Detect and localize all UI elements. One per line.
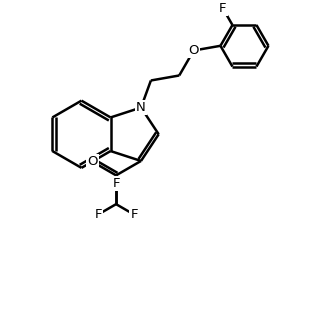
- Text: O: O: [87, 155, 98, 168]
- Text: F: F: [219, 2, 227, 15]
- Text: F: F: [94, 208, 102, 221]
- Text: O: O: [188, 44, 199, 57]
- Text: F: F: [112, 177, 120, 190]
- Text: N: N: [136, 101, 146, 114]
- Text: F: F: [130, 208, 138, 221]
